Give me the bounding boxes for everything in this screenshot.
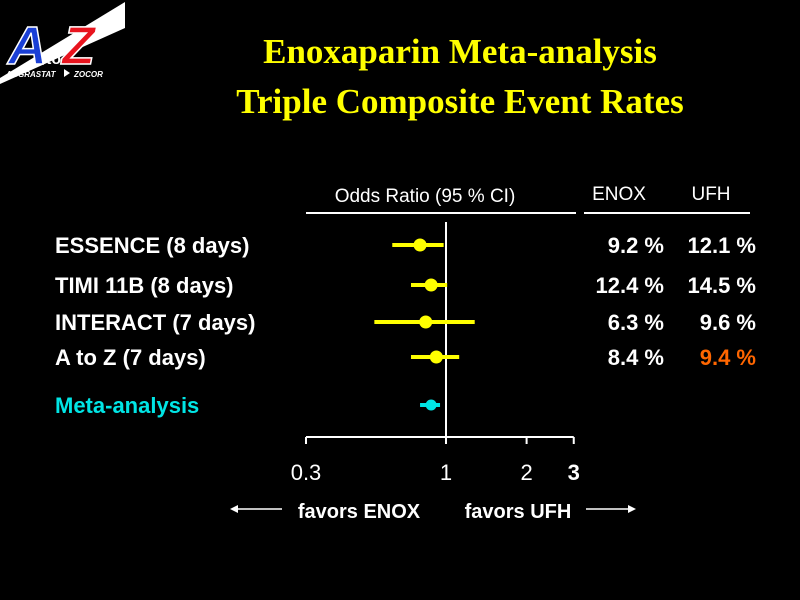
point-estimate — [413, 238, 427, 252]
enox-rate: 8.4 % — [608, 345, 664, 370]
page-title-line2: Triple Composite Event Rates — [236, 82, 684, 121]
meta-analysis-label: Meta-analysis — [55, 393, 199, 418]
x-tick-label: 3 — [568, 460, 580, 485]
a-to-z-logo: A to Z AGGRASTAT ZOCOR — [0, 2, 125, 84]
favors-right-arrow-icon — [628, 505, 636, 513]
ufh-rate: 9.4 % — [700, 345, 756, 370]
study-label: INTERACT (7 days) — [55, 310, 255, 335]
favors-ufh-label: favors UFH — [465, 501, 572, 523]
column-header-ufh: UFH — [691, 184, 730, 205]
enox-rate: 12.4 % — [596, 273, 665, 298]
logo-swoosh — [0, 2, 125, 84]
logo-zocor-text: ZOCOR — [73, 70, 103, 79]
x-tick-label: 0.3 — [291, 460, 322, 485]
favors-left-arrow-icon — [230, 505, 238, 513]
study-label: A to Z (7 days) — [55, 345, 206, 370]
point-estimate — [425, 399, 437, 411]
column-header-enox: ENOX — [592, 184, 646, 205]
point-estimate — [429, 350, 443, 364]
x-tick-label: 1 — [440, 460, 452, 485]
favors-enox-label: favors ENOX — [298, 501, 421, 523]
logo-letter-z: Z — [60, 16, 97, 76]
ufh-rate: 9.6 % — [700, 310, 756, 335]
point-estimate — [424, 278, 438, 292]
ufh-rate: 12.1 % — [688, 233, 757, 258]
enox-rate: 9.2 % — [608, 233, 664, 258]
ufh-rate: 14.5 % — [688, 273, 757, 298]
page-title-line1: Enoxaparin Meta-analysis — [263, 32, 657, 71]
logo-aggrastat-text: AGGRASTAT — [5, 70, 57, 79]
logo-letter-a: A — [6, 16, 47, 76]
logo-arrow-icon — [64, 69, 70, 77]
study-label: TIMI 11B (8 days) — [55, 273, 234, 298]
study-label: ESSENCE (8 days) — [55, 233, 249, 258]
axis-label: Odds Ratio (95 % CI) — [335, 186, 516, 207]
logo-letter-to: to — [46, 51, 61, 68]
x-tick-label: 2 — [520, 460, 532, 485]
point-estimate — [419, 315, 433, 329]
enox-rate: 6.3 % — [608, 310, 664, 335]
